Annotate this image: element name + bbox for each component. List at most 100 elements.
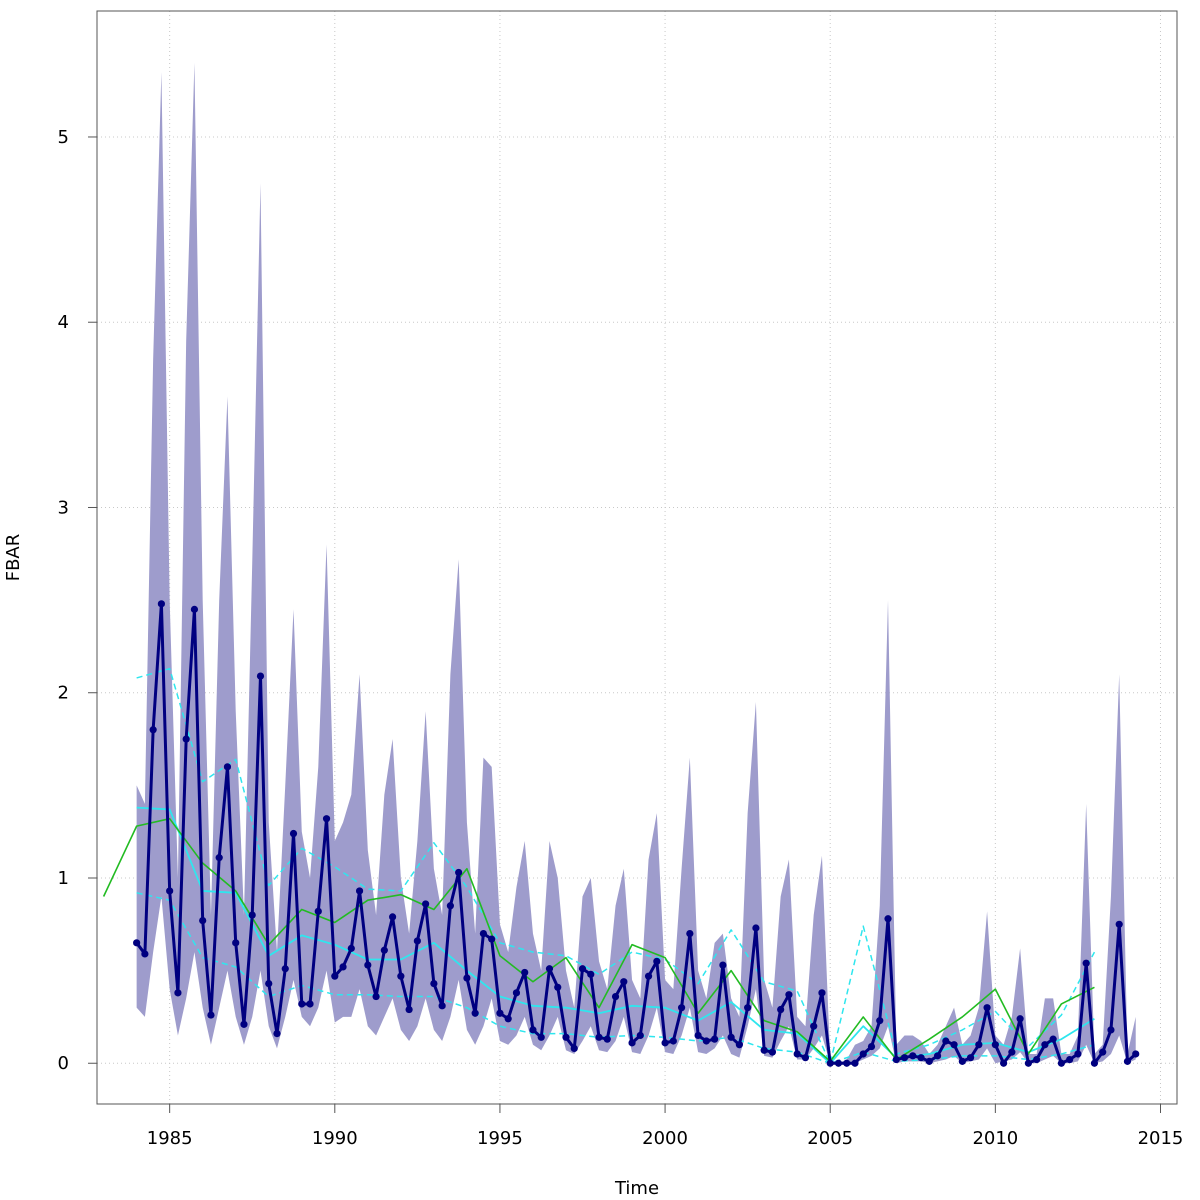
y-tick-label: 1 [58,868,69,889]
quarterly-estimate-point [529,1026,537,1034]
quarterly-estimate-point [157,600,166,608]
quarterly-estimate-point [950,1041,958,1049]
quarterly-estimate-point [273,1030,281,1038]
quarterly-estimate-point [1057,1059,1066,1067]
quarterly-estimate-point [661,1039,669,1047]
y-tick-label: 0 [58,1053,69,1074]
x-tick-label: 2005 [807,1128,853,1149]
y-tick-label: 3 [58,497,69,518]
quarterly-estimate-point [265,979,273,988]
annual-upper-bound-line [136,667,1096,1064]
quarterly-estimate-point [471,1009,479,1017]
quarterly-estimate-point [603,1035,611,1043]
quarterly-estimate-point [545,965,554,973]
quarterly-estimate-point [1099,1048,1107,1056]
quarterly-estimate-point [364,961,372,969]
quarterly-estimate-point [322,815,331,823]
quarterly-estimate-point [347,944,355,952]
quarterly-estimate-point [801,1054,810,1062]
quarterly-estimate-point [298,1000,306,1008]
quarterly-estimate-point [975,1041,983,1049]
x-tick-label: 2015 [1138,1128,1184,1149]
quarterly-estimate-point [867,1042,876,1051]
quarterly-estimate-point [760,1046,768,1054]
quarterly-estimate-point [570,1044,578,1053]
quarterly-estimate-point [900,1054,909,1062]
quarterly-estimate-point [430,979,438,988]
quarterly-estimate-point [488,935,496,943]
quarterly-estimate-point [281,965,289,973]
quarterly-estimate-point [735,1041,743,1049]
x-tick-label: 2010 [972,1128,1018,1149]
quarterly-estimate-point [917,1054,925,1062]
uncertainty-band-area [136,62,1136,1064]
annual-median-line [136,806,1095,1065]
quarterly-estimate-point [496,1009,504,1017]
quarterly-estimate-point [182,735,190,743]
quarterly-estimate-point [256,672,265,680]
x-tick-label: 1990 [312,1128,358,1149]
y-axis: 0 1 2 3 4 5 [58,127,97,1074]
x-tick-label: 1985 [147,1128,193,1149]
quarterly-estimate-point [653,957,661,965]
quarterly-estimate-point [339,963,347,971]
quarterly-estimate-point [719,961,727,969]
quarterly-estimate-point [644,972,653,980]
quarterly-estimate-point [785,991,793,999]
quarterly-estimate-point [199,916,207,925]
quarterly-estimate-point [397,972,405,980]
quarterly-estimate-point [793,1050,801,1058]
plot-frame [96,10,1178,1105]
uncertainty-band [136,62,1136,1064]
x-axis: 1985 1990 1995 2000 2005 2010 2015 [147,1104,1184,1149]
x-tick-label: 2000 [642,1128,688,1149]
quarterly-estimate-point [166,887,174,895]
quarterly-estimate-point [207,1011,215,1019]
quarterly-estimate-point [1132,1050,1140,1058]
quarterly-estimate-point [744,1004,752,1012]
quarterly-estimate-point [479,929,488,938]
y-tick-label: 5 [58,127,69,148]
quarterly-estimate-point [677,1004,686,1012]
quarterly-estimate-point [1016,1015,1024,1023]
quarterly-estimate-point [834,1059,843,1067]
quarterly-estimate-point [372,992,380,1001]
quarterly-estimate-point [1115,920,1123,928]
quarterly-estimate-point [133,939,141,947]
quarterly-estimate-point [314,907,322,915]
quarterly-estimate-point [752,924,760,932]
quarterly-estimate-point [727,1033,735,1041]
quarterly-estimate-point [587,970,595,978]
x-tick-label: 1995 [477,1128,523,1149]
quarterly-estimate-point [1000,1059,1008,1067]
quarterly-estimate-point [413,937,421,945]
quarterly-estimate-point [578,965,587,973]
quarterly-estimate-point [851,1059,859,1067]
quarterly-estimate-point [1090,1059,1099,1067]
quarterly-estimate-point [1107,1026,1115,1034]
quarterly-estimate-point [859,1050,867,1058]
quarterly-estimate-point [711,1035,719,1043]
quarterly-estimate-point [1082,959,1090,967]
quarterly-estimate-point [909,1052,917,1060]
y-tick-label: 4 [58,312,69,333]
quarterly-estimate-point [892,1055,900,1064]
quarterly-estimate-point [562,1033,570,1041]
quarterly-estimate-point [388,913,397,921]
quarterly-estimate-point [554,983,562,991]
quarterly-estimate-point [1049,1035,1057,1043]
quarterly-estimate-point [686,929,694,938]
series-points [133,600,1140,1067]
quarterly-estimate-point [843,1059,851,1067]
quarterly-estimate-point [818,989,826,997]
quarterly-estimate-point [991,1041,999,1049]
quarterly-estimate-point [595,1033,603,1041]
quarterly-estimate-point [628,1039,636,1047]
quarterly-estimate-point [1041,1041,1049,1049]
quarterly-estimate-point [141,950,149,958]
quarterly-estimate-point [248,911,256,919]
y-axis-title: FBAR [3,534,24,582]
quarterly-estimate-point [983,1004,991,1012]
quarterly-estimate-point [702,1037,710,1045]
quarterly-estimate-point [620,978,628,986]
